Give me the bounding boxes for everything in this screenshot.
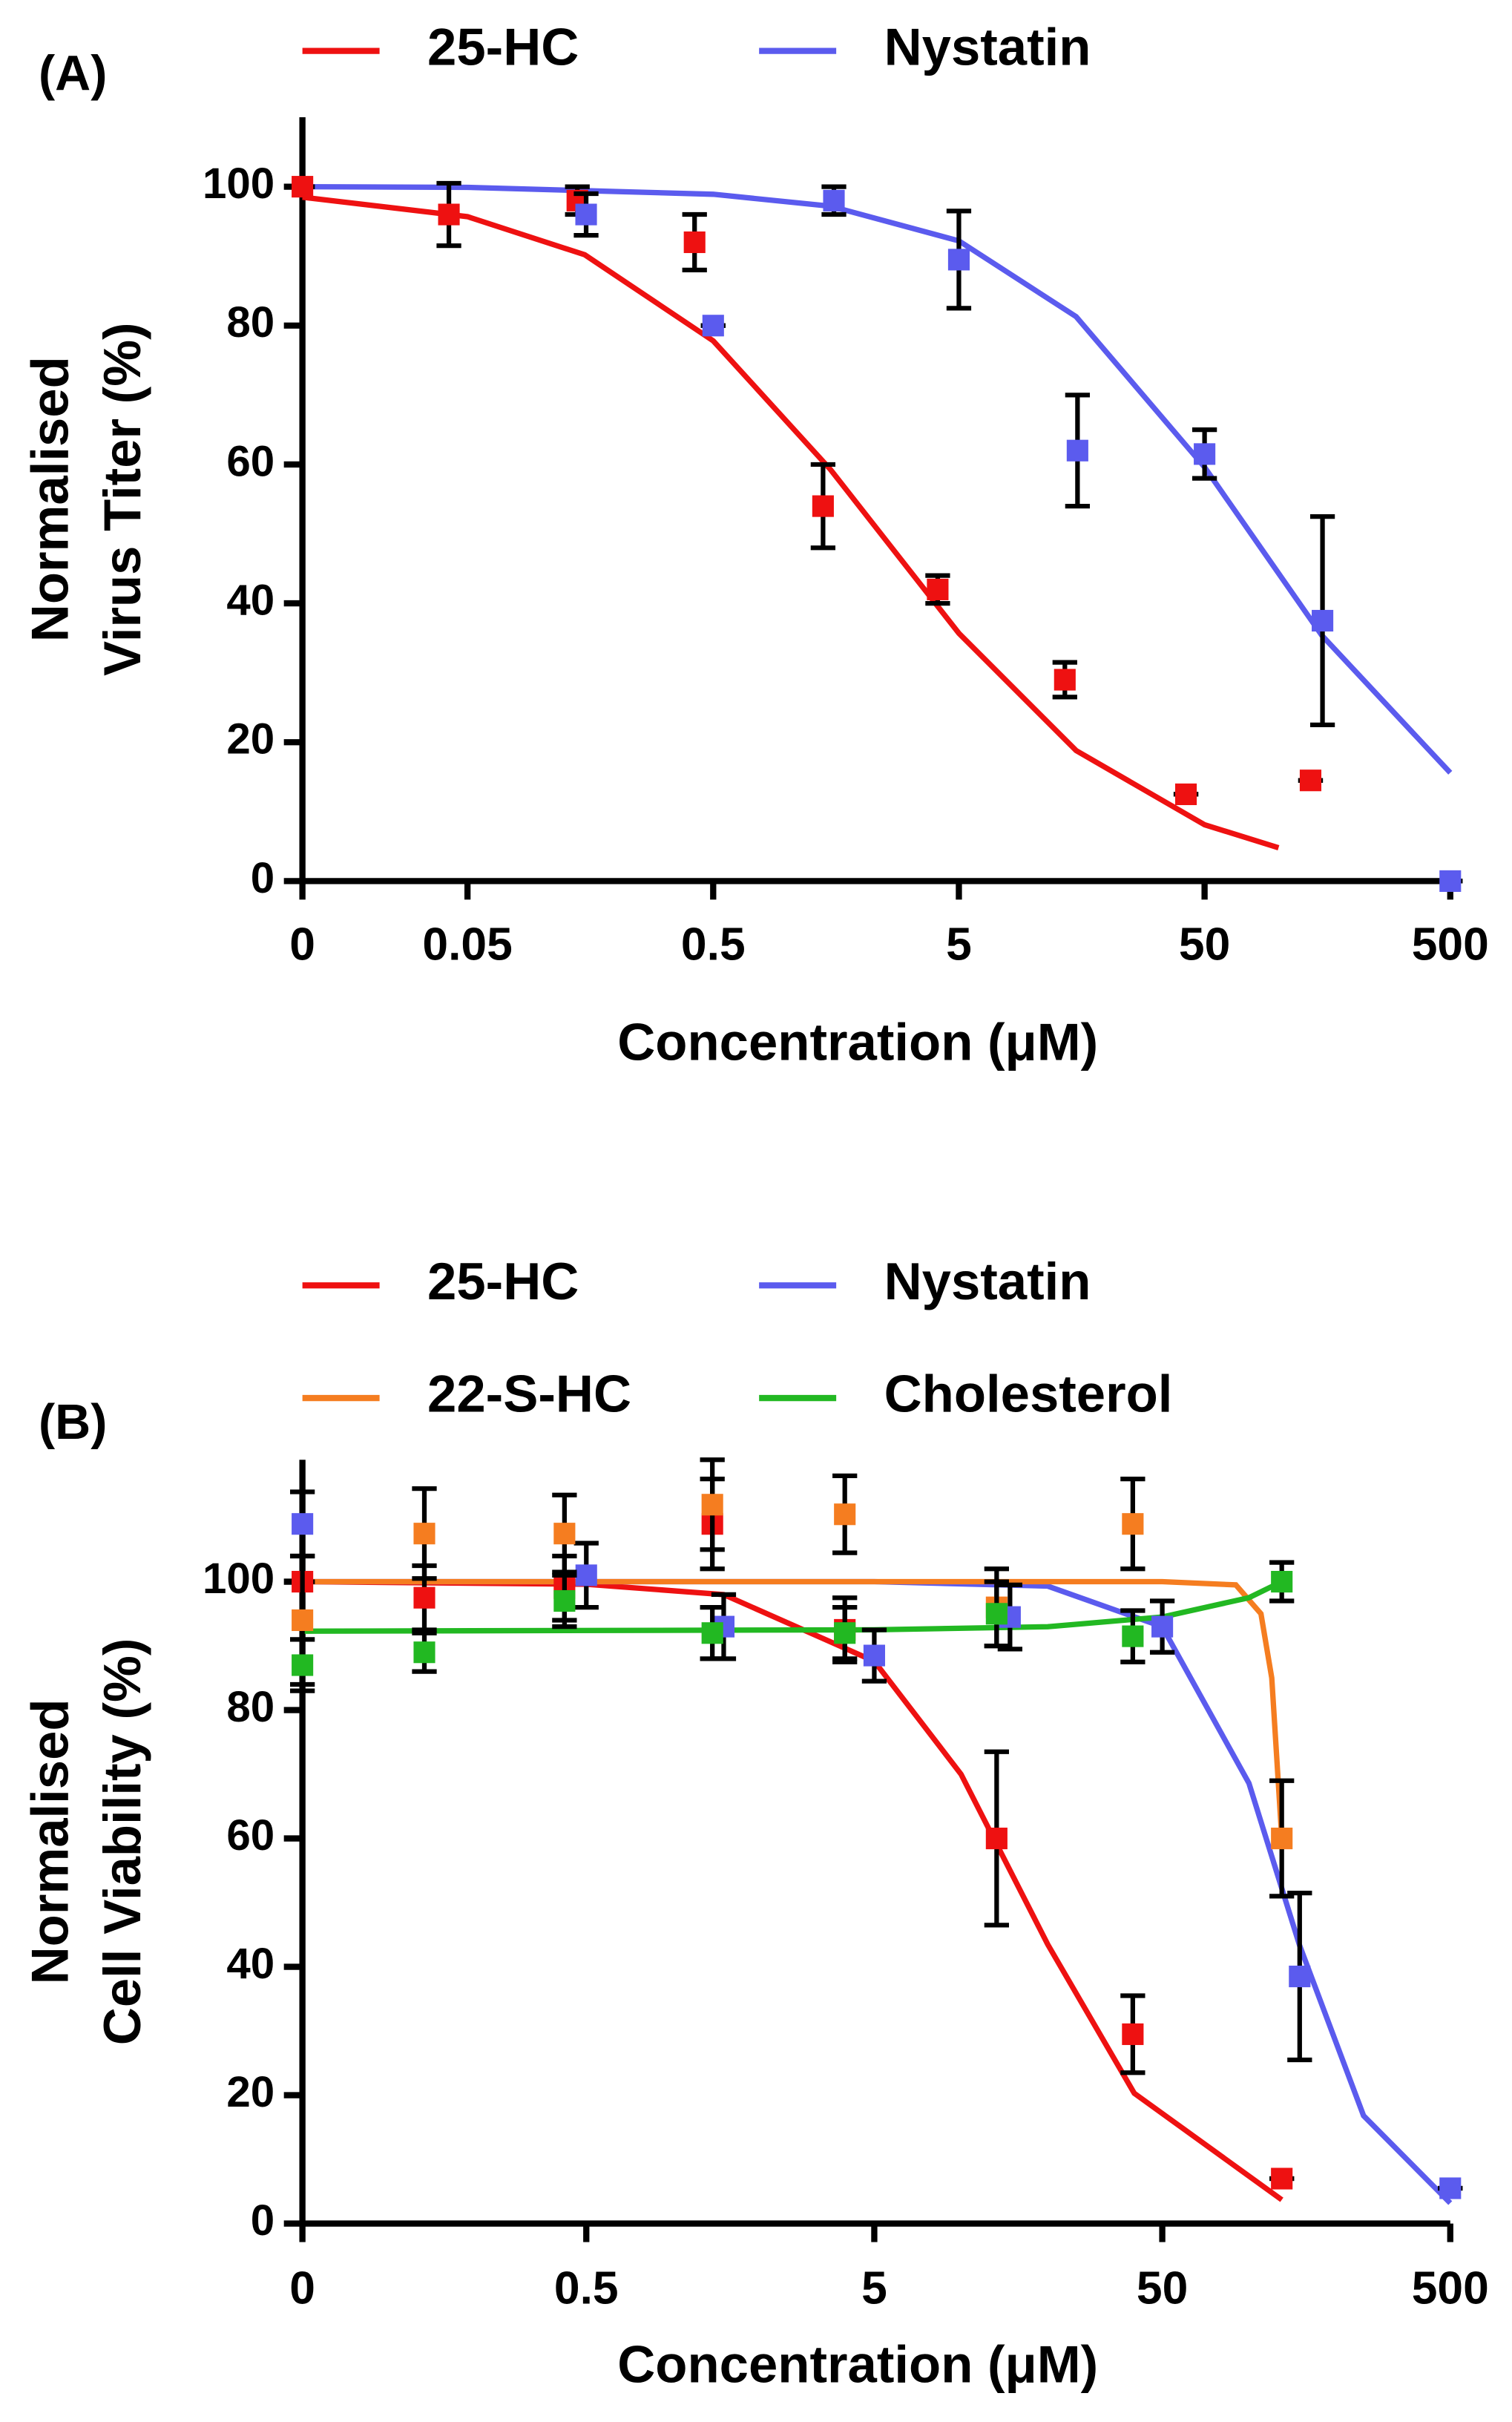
data-point bbox=[1271, 1828, 1293, 1850]
data-point bbox=[1289, 1965, 1311, 1988]
data-point bbox=[834, 1503, 856, 1526]
data-point bbox=[812, 495, 834, 517]
legend-label: Nystatin bbox=[884, 17, 1091, 76]
x-tick-label: 500 bbox=[1412, 2263, 1489, 2314]
y-tick-label: 80 bbox=[226, 298, 275, 347]
data-point bbox=[701, 1494, 723, 1516]
data-point bbox=[292, 1654, 314, 1676]
data-point bbox=[1174, 783, 1197, 805]
y-tick-label: 40 bbox=[226, 576, 275, 624]
data-point bbox=[413, 1523, 435, 1545]
panel-label: (A) bbox=[39, 47, 107, 102]
legend-label: Cholesterol bbox=[884, 1365, 1173, 1423]
fit-curve bbox=[302, 1579, 1283, 1634]
data-point bbox=[1122, 1513, 1144, 1535]
data-point bbox=[702, 315, 724, 337]
x-axis-title: Concentration (μM) bbox=[617, 1013, 1098, 1071]
y-tick-label: 0 bbox=[251, 2196, 275, 2245]
data-point bbox=[575, 1564, 597, 1586]
data-point bbox=[985, 1603, 1008, 1625]
data-point bbox=[1312, 609, 1334, 632]
y-tick-label: 0 bbox=[251, 854, 275, 902]
data-point bbox=[1054, 669, 1076, 691]
data-point bbox=[1439, 870, 1462, 892]
legend-label: 22-S-HC bbox=[427, 1365, 631, 1423]
data-point bbox=[834, 1622, 856, 1644]
x-tick-label: 50 bbox=[1179, 919, 1230, 970]
fit-curve bbox=[302, 1578, 1283, 2202]
data-point bbox=[1439, 2177, 1462, 2199]
panel-label: (B) bbox=[39, 1395, 107, 1450]
data-point bbox=[553, 1523, 576, 1545]
x-tick-label: 5 bbox=[946, 919, 972, 970]
x-tick-label: 50 bbox=[1137, 2263, 1188, 2314]
y-tick-label: 100 bbox=[203, 1555, 275, 1603]
y-tick-label: 20 bbox=[226, 715, 275, 764]
data-point bbox=[1271, 1571, 1293, 1593]
data-point bbox=[683, 231, 706, 254]
legend-label: 25-HC bbox=[427, 17, 579, 76]
y-axis-title: Normalised bbox=[20, 356, 79, 642]
data-point bbox=[1194, 443, 1216, 465]
y-tick-label: 80 bbox=[226, 1683, 275, 1731]
x-tick-label: 0.05 bbox=[422, 919, 512, 970]
data-point bbox=[413, 1586, 435, 1609]
x-tick-label: 0.5 bbox=[681, 919, 746, 970]
data-point bbox=[292, 1513, 314, 1535]
x-tick-label: 0.5 bbox=[554, 2263, 619, 2314]
data-point bbox=[863, 1644, 885, 1667]
x-tick-label: 0 bbox=[289, 919, 315, 970]
y-axis-title: Normalised bbox=[20, 1699, 79, 1984]
y-tick-label: 20 bbox=[226, 2068, 275, 2116]
data-point bbox=[1122, 1625, 1144, 1647]
y-tick-label: 100 bbox=[203, 160, 275, 208]
data-point bbox=[292, 1609, 314, 1632]
data-point bbox=[292, 176, 314, 198]
data-point bbox=[1151, 1615, 1174, 1638]
legend-label: 25-HC bbox=[427, 1252, 579, 1310]
data-point bbox=[1271, 2167, 1293, 2190]
y-axis-title: Virus Titer (%) bbox=[93, 322, 151, 676]
y-tick-label: 60 bbox=[226, 437, 275, 485]
data-point bbox=[575, 203, 597, 226]
x-tick-label: 500 bbox=[1412, 919, 1489, 970]
x-tick-label: 5 bbox=[861, 2263, 887, 2314]
x-axis-title: Concentration (μM) bbox=[617, 2335, 1098, 2394]
data-point bbox=[1122, 2023, 1144, 2045]
data-point bbox=[985, 1828, 1008, 1850]
y-axis-title: Cell Viability (%) bbox=[93, 1638, 151, 2046]
y-tick-label: 60 bbox=[226, 1811, 275, 1860]
data-point bbox=[413, 1641, 435, 1664]
fit-curve bbox=[302, 194, 1280, 850]
data-point bbox=[553, 1589, 576, 1612]
data-point bbox=[1299, 769, 1322, 792]
data-point bbox=[947, 249, 970, 271]
fit-curve bbox=[302, 183, 1453, 775]
data-point bbox=[438, 203, 460, 226]
data-point bbox=[823, 189, 845, 211]
data-point bbox=[927, 578, 949, 600]
legend-label: Nystatin bbox=[884, 1252, 1091, 1310]
x-tick-label: 0 bbox=[289, 2263, 315, 2314]
data-point bbox=[701, 1622, 723, 1644]
y-tick-label: 40 bbox=[226, 1940, 275, 1988]
data-point bbox=[1066, 439, 1088, 462]
